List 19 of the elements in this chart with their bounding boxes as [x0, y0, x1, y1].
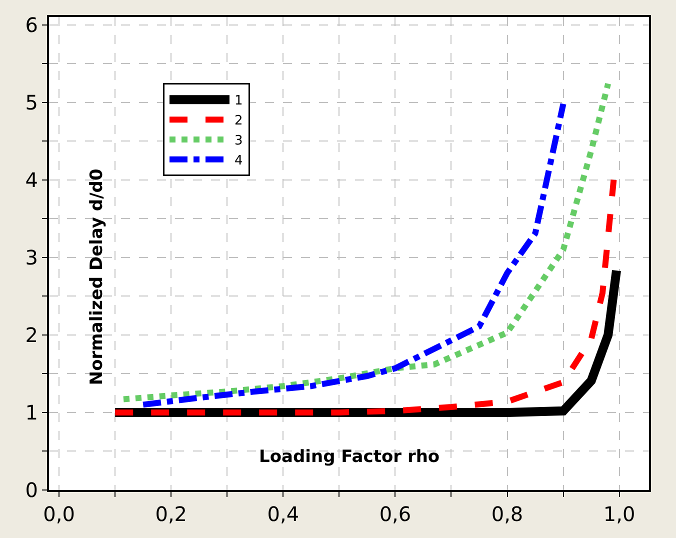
x-tick-label: 0,8: [491, 502, 524, 526]
y-tick-label: 6: [25, 12, 38, 37]
x-tick-label: 0,0: [43, 502, 75, 526]
legend-label: 3: [234, 134, 243, 149]
x-tick-label: 1,0: [603, 502, 636, 526]
y-tick-label: 5: [25, 90, 38, 114]
y-axis-title: Normalized Delay d/d0: [86, 168, 107, 386]
legend-label: 1: [234, 94, 243, 109]
x-axis-title: Loading Factor rho: [259, 447, 440, 467]
legend-label: 2: [234, 114, 243, 129]
y-tick-label: 3: [25, 245, 38, 270]
y-tick-label: 0: [25, 478, 38, 502]
y-tick-label: 2: [25, 322, 38, 347]
y-tick-label: 1: [25, 400, 38, 424]
x-tick-label: 0,6: [379, 502, 412, 526]
x-tick-label: 0,4: [267, 502, 300, 526]
x-tick-label: 0,2: [155, 502, 188, 526]
y-tick-label: 4: [25, 168, 38, 192]
legend-label: 4: [234, 153, 243, 168]
